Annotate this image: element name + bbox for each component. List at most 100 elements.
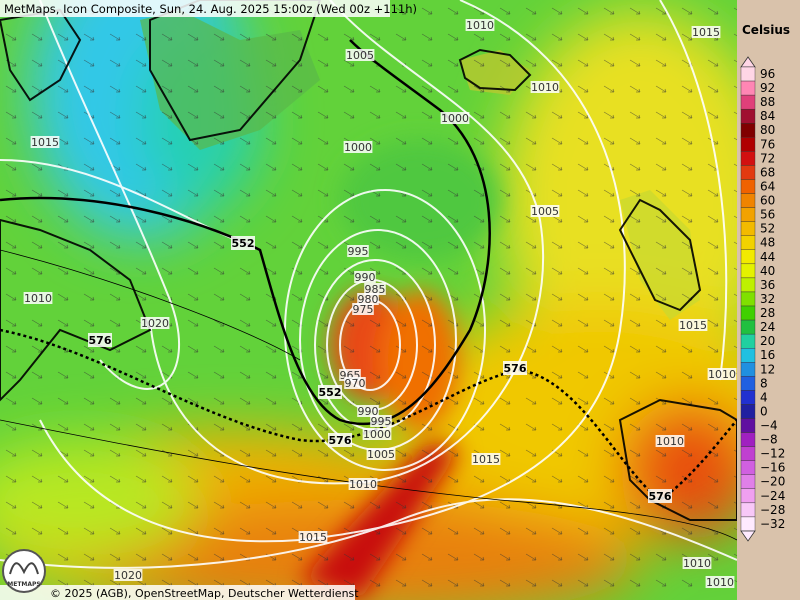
- geopotential-label-bg: [318, 385, 342, 399]
- legend-label: −12: [760, 447, 785, 461]
- isobar-label-bg: [344, 377, 366, 389]
- legend-label: 76: [760, 137, 775, 151]
- legend-label: −4: [760, 419, 778, 433]
- isobar-label: 1000: [363, 428, 391, 441]
- legend-swatch: [740, 516, 756, 532]
- isobar-label: 975: [353, 303, 374, 316]
- legend-label: 44: [760, 250, 775, 264]
- legend-swatch: [740, 165, 756, 180]
- legend-label: 64: [760, 179, 775, 193]
- logo: METMAPS: [2, 549, 46, 593]
- isobar-label-bg: [678, 319, 708, 331]
- legend-label: −28: [760, 503, 785, 517]
- legend-swatch: [740, 66, 756, 82]
- legend-label: 16: [760, 348, 775, 362]
- isobar-label: 1005: [367, 448, 395, 461]
- isobar-label-bg: [348, 478, 378, 490]
- geopotential-label-bg: [231, 236, 255, 250]
- legend-label: 4: [760, 390, 768, 404]
- geopotential-label-bg: [88, 333, 112, 347]
- footer-bg: [0, 585, 355, 600]
- legend-unit: Celsius: [742, 23, 790, 37]
- legend-label: −20: [760, 475, 785, 489]
- legend-swatch: [740, 432, 756, 447]
- isobar-label: 990: [358, 405, 379, 418]
- legend-label: −8: [760, 433, 778, 447]
- legend-label: 24: [760, 320, 775, 334]
- header-bg: [0, 0, 390, 17]
- geopotential-label: 552: [232, 237, 255, 250]
- legend-swatch: [740, 418, 756, 433]
- isobar-label-bg: [298, 531, 328, 543]
- isobar-label: 1010: [706, 576, 734, 589]
- isobar-label: 1000: [441, 112, 469, 125]
- legend-label: 84: [760, 109, 775, 123]
- isobar-label: 985: [365, 283, 386, 296]
- isobar-label-bg: [357, 293, 379, 305]
- legend-swatch: [740, 474, 756, 489]
- legend-swatch: [740, 333, 756, 349]
- legend-label: 36: [760, 278, 775, 292]
- legend-label: 96: [760, 67, 775, 81]
- isobar-label: 1005: [346, 49, 374, 62]
- legend-label: 80: [760, 123, 775, 137]
- isobar-label: 1000: [344, 141, 372, 154]
- logo-text: METMAPS: [7, 581, 41, 588]
- legend-label: 40: [760, 264, 775, 278]
- geopotential-label-bg: [648, 489, 672, 503]
- isobar-label: 1020: [114, 569, 142, 582]
- legend-swatch: [740, 249, 756, 265]
- legend-label: 0: [760, 404, 768, 418]
- legend-label: −32: [760, 517, 785, 531]
- isobar-label-bg: [30, 136, 60, 148]
- isobar-label: 1010: [683, 557, 711, 570]
- isobar-label-bg: [707, 368, 737, 380]
- legend-label: 68: [760, 165, 775, 179]
- legend-swatch: [740, 151, 756, 166]
- legend-label: 12: [760, 362, 775, 376]
- geopotential-label-bg: [328, 433, 352, 447]
- copyright: © 2025 (AGB), OpenStreetMap, Deutscher W…: [50, 587, 359, 600]
- isobars: [0, 0, 737, 569]
- isobar-label: 1005: [531, 205, 559, 218]
- isobar-label-bg: [370, 415, 392, 427]
- legend-swatch: [740, 179, 756, 194]
- legend-label: 20: [760, 334, 775, 348]
- isobar-label-bg: [140, 317, 170, 329]
- isobar-label-bg: [530, 81, 560, 93]
- legend-swatch: [740, 94, 756, 110]
- legend-swatch: [740, 277, 756, 293]
- isobar-label-bg: [465, 19, 495, 31]
- isobar-label: 1010: [531, 81, 559, 94]
- isobar-label: 1015: [692, 26, 720, 39]
- legend-label: 28: [760, 306, 775, 320]
- geopotential-label: 576: [329, 434, 352, 447]
- isobar-label-bg: [691, 26, 721, 38]
- legend-swatch: [740, 460, 756, 475]
- isobar-label: 995: [371, 415, 392, 428]
- legend-label: 52: [760, 222, 775, 236]
- geopotential-lines: [0, 39, 737, 541]
- isobar-label: 1010: [656, 435, 684, 448]
- isobar-label: 1010: [349, 478, 377, 491]
- isobar-label-bg: [530, 205, 560, 217]
- isobar-label: 970: [345, 377, 366, 390]
- legend-label: 88: [760, 95, 775, 109]
- isobar-label: 1010: [24, 292, 52, 305]
- legend-label: 56: [760, 208, 775, 222]
- legend-swatch: [740, 404, 756, 419]
- isobar-label-bg: [471, 453, 501, 465]
- legend-swatch: [740, 362, 756, 377]
- legend-swatch: [740, 502, 756, 518]
- legend-swatch: [740, 137, 756, 152]
- legend-swatch: [740, 123, 756, 138]
- isobar-label: 1010: [466, 19, 494, 32]
- geopotential-label: 552: [319, 386, 342, 399]
- legend-swatch: [740, 193, 756, 208]
- isobar-label: 1015: [472, 453, 500, 466]
- isobar-label-bg: [655, 435, 685, 447]
- geopotential-label: 576: [504, 362, 527, 375]
- legend-label: 32: [760, 292, 775, 306]
- legend-swatch: [740, 108, 756, 124]
